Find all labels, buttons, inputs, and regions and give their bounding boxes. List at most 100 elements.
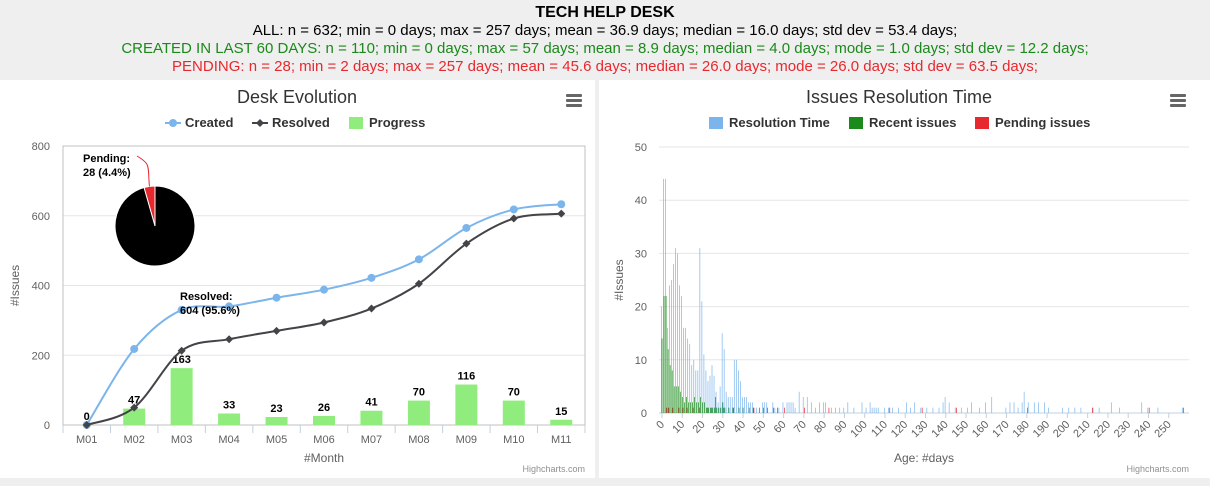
resolution-bar-resolution-time[interactable] xyxy=(1013,402,1015,413)
resolution-bar-recent-issues[interactable] xyxy=(688,402,689,413)
resolution-bar-recent-issues[interactable] xyxy=(720,407,722,413)
resolution-bar-resolution-time[interactable] xyxy=(942,402,944,413)
legend-item-progress[interactable]: Progress xyxy=(349,115,425,130)
resolution-bar-resolution-time[interactable] xyxy=(717,402,719,413)
resolution-bar-resolution-time[interactable] xyxy=(677,253,678,413)
legend-marker[interactable] xyxy=(169,119,177,127)
resolved-point[interactable] xyxy=(462,239,471,248)
menu-bar[interactable] xyxy=(1170,99,1186,102)
resolution-bar-recent-issues[interactable] xyxy=(698,402,699,413)
legend-label[interactable]: Progress xyxy=(369,115,425,130)
resolution-bar-resolution-time[interactable] xyxy=(731,397,733,413)
resolution-bar-recent-issues[interactable] xyxy=(716,407,718,413)
resolution-bar-resolution-time[interactable] xyxy=(1009,402,1011,413)
resolution-bar-resolution-time[interactable] xyxy=(810,402,812,413)
resolution-bar-resolution-time[interactable] xyxy=(875,407,877,413)
progress-bar[interactable] xyxy=(455,384,478,425)
legend-item-created[interactable]: Created xyxy=(165,115,233,130)
resolution-bar-resolution-time[interactable] xyxy=(938,407,940,413)
resolution-bar-resolution-time[interactable] xyxy=(715,391,717,413)
resolution-bar-resolution-time[interactable] xyxy=(774,407,776,413)
resolution-bar-resolution-time[interactable] xyxy=(914,402,916,413)
resolution-bar-resolution-time[interactable] xyxy=(733,359,735,413)
resolution-bar-resolution-time[interactable] xyxy=(707,381,709,413)
resolution-bar-pending-issues[interactable] xyxy=(1148,407,1150,413)
resolution-bar-recent-issues[interactable] xyxy=(679,391,681,413)
resolved-point[interactable] xyxy=(414,279,423,288)
resolved-point[interactable] xyxy=(272,326,281,335)
progress-bar[interactable] xyxy=(407,400,430,425)
progress-bar[interactable] xyxy=(360,410,383,425)
resolution-bar-resolution-time[interactable] xyxy=(772,402,774,413)
resolution-bar-pending-issues[interactable] xyxy=(828,407,830,413)
resolution-bar-recent-issues[interactable] xyxy=(767,407,768,413)
resolution-bar-resolution-time[interactable] xyxy=(1141,402,1143,413)
resolution-bar-resolution-time[interactable] xyxy=(1157,407,1159,413)
progress-bar[interactable] xyxy=(123,408,146,425)
credits-link[interactable]: Highcharts.com xyxy=(1126,464,1189,474)
resolved-point[interactable] xyxy=(225,335,234,344)
resolution-bar-recent-issues[interactable] xyxy=(728,407,730,413)
resolution-bar-resolution-time[interactable] xyxy=(871,407,873,413)
resolution-bar-pending-issues[interactable] xyxy=(706,407,708,413)
progress-bar[interactable] xyxy=(502,400,525,425)
resolution-bar-recent-issues[interactable] xyxy=(742,407,744,413)
resolution-bar-resolution-time[interactable] xyxy=(750,402,751,413)
resolution-bar-recent-issues[interactable] xyxy=(675,386,677,413)
resolution-bar-resolution-time[interactable] xyxy=(766,402,768,413)
resolution-bar-resolution-time[interactable] xyxy=(691,365,693,413)
created-point[interactable] xyxy=(225,302,234,311)
resolution-bar-resolution-time[interactable] xyxy=(932,407,934,413)
resolution-bar-resolution-time[interactable] xyxy=(790,402,792,413)
resolution-bar-resolution-time[interactable] xyxy=(697,370,699,413)
resolution-bar-recent-issues[interactable] xyxy=(706,407,707,413)
resolution-bar-resolution-time[interactable] xyxy=(683,327,684,413)
resolution-bar-pending-issues[interactable] xyxy=(733,407,735,413)
resolution-bar-resolution-time[interactable] xyxy=(967,407,968,413)
resolved-point[interactable] xyxy=(320,318,328,327)
created-point[interactable] xyxy=(320,285,328,294)
resolution-bar-recent-issues[interactable] xyxy=(724,407,726,413)
resolution-bar-recent-issues[interactable] xyxy=(690,402,691,413)
progress-bar[interactable] xyxy=(218,413,241,425)
resolution-bar-resolution-time[interactable] xyxy=(699,248,701,413)
legend-label[interactable]: Resolved xyxy=(272,115,330,130)
resolution-bar-resolution-time[interactable] xyxy=(1110,402,1112,413)
resolution-bar-resolution-time[interactable] xyxy=(746,397,747,413)
chart-menu-button[interactable] xyxy=(566,94,582,107)
resolution-bar-resolution-time[interactable] xyxy=(673,264,674,413)
resolution-bar-resolution-time[interactable] xyxy=(762,402,764,413)
resolution-bar-resolution-time[interactable] xyxy=(979,407,980,413)
resolution-bar-resolution-time[interactable] xyxy=(764,402,766,413)
resolution-bar-resolution-time[interactable] xyxy=(744,397,745,413)
resolution-bar-resolution-time[interactable] xyxy=(709,375,711,413)
resolution-bar-resolution-time[interactable] xyxy=(1044,402,1045,413)
resolution-bar-resolution-time[interactable] xyxy=(887,407,889,413)
menu-bar[interactable] xyxy=(566,104,582,107)
resolution-bar-resolution-time[interactable] xyxy=(705,370,707,413)
resolution-bar-pending-issues[interactable] xyxy=(783,407,785,413)
legend-symbol[interactable] xyxy=(975,117,989,129)
resolution-bar-resolution-time[interactable] xyxy=(1033,402,1035,413)
resolution-bar-resolution-time[interactable] xyxy=(1119,407,1120,413)
resolution-bar-resolution-time[interactable] xyxy=(723,349,725,413)
legend-symbol[interactable] xyxy=(349,117,363,129)
resolution-bar-resolution-time[interactable] xyxy=(865,407,867,413)
resolution-bar-resolution-time[interactable] xyxy=(778,407,780,413)
resolution-bar-resolution-time[interactable] xyxy=(667,327,668,413)
resolution-bar-resolution-time[interactable] xyxy=(1080,407,1082,413)
resolution-bar-resolution-time[interactable] xyxy=(727,397,729,413)
resolution-bar-resolution-time[interactable] xyxy=(954,407,956,413)
menu-bar[interactable] xyxy=(1170,94,1186,97)
resolution-bar-resolution-time[interactable] xyxy=(721,333,723,413)
resolution-bar-recent-issues[interactable] xyxy=(661,338,663,413)
resolution-bar-resolution-time[interactable] xyxy=(839,407,841,413)
resolution-bar-resolution-time[interactable] xyxy=(713,375,715,413)
resolution-bar-pending-issues[interactable] xyxy=(889,407,891,413)
legend-item-resolution-time[interactable]: Resolution Time xyxy=(709,115,830,130)
resolution-bar-resolution-time[interactable] xyxy=(1074,407,1076,413)
resolution-bar-resolution-time[interactable] xyxy=(711,365,713,413)
resolution-bar-resolution-time[interactable] xyxy=(960,407,962,413)
created-point[interactable] xyxy=(367,273,376,282)
resolution-bar-resolution-time[interactable] xyxy=(742,397,743,413)
